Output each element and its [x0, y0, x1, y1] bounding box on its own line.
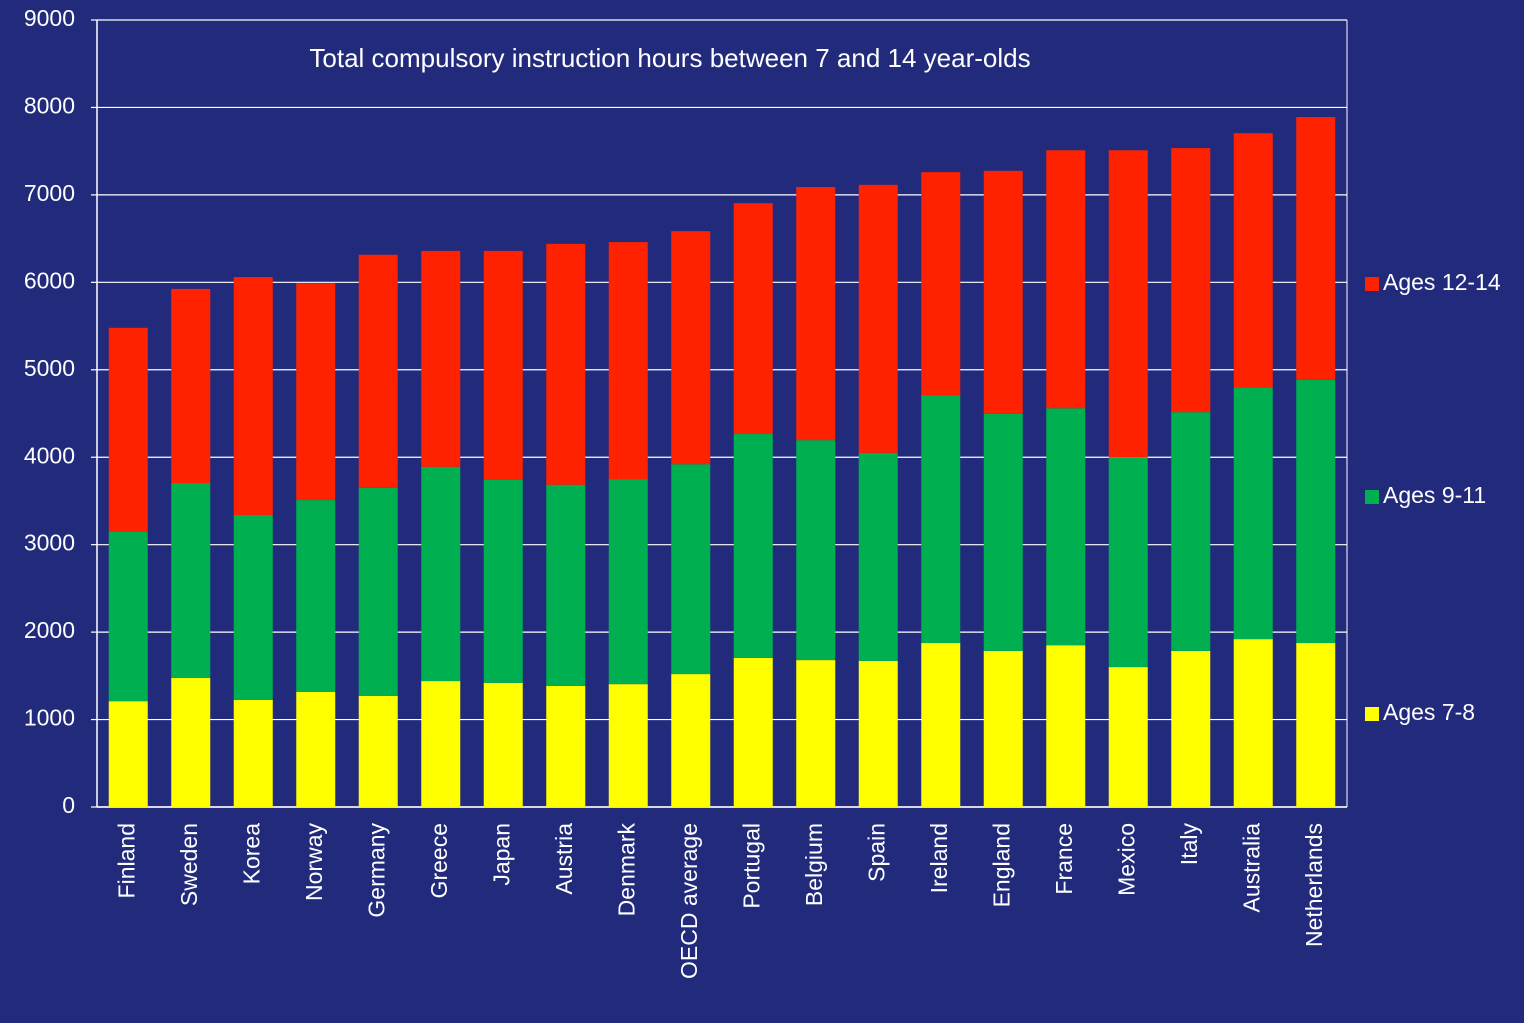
x-tick-label: Portugal	[738, 823, 764, 909]
x-tick-label: Sweden	[176, 823, 202, 906]
x-tick-label: Denmark	[613, 823, 639, 917]
bar-segment	[671, 674, 711, 807]
bar-segment	[108, 327, 148, 532]
bar-segment	[358, 254, 398, 488]
bar-segment	[671, 464, 711, 675]
y-tick-label: 8000	[24, 93, 75, 119]
bar-segment	[608, 479, 648, 685]
bar-segment	[546, 243, 586, 485]
x-tick-label: Italy	[1176, 823, 1202, 866]
legend-label: Ages 7-8	[1383, 699, 1475, 725]
bar-segment	[421, 681, 461, 807]
bar-segment	[1233, 639, 1273, 807]
x-tick-label: Australia	[1238, 823, 1264, 913]
bar-segment	[1171, 412, 1211, 651]
x-tick-label: Mexico	[1113, 823, 1139, 896]
bar-segment	[546, 484, 586, 686]
legend-swatch	[1365, 707, 1379, 721]
bar-segment	[171, 483, 211, 679]
y-tick-label: 1000	[24, 705, 75, 731]
legend-swatch	[1365, 490, 1379, 504]
bar-segment	[546, 685, 586, 807]
bar-segment	[858, 452, 898, 661]
x-tick-label: France	[1051, 823, 1077, 895]
bar-segment	[921, 643, 961, 807]
x-tick-label: Germany	[363, 823, 389, 918]
bar-segment	[983, 413, 1023, 651]
y-tick-label: 5000	[24, 355, 75, 381]
legend-swatch	[1365, 277, 1379, 291]
bar-segment	[858, 184, 898, 453]
bar-segment	[1171, 650, 1211, 807]
x-tick-label: England	[988, 823, 1014, 907]
bar-segment	[233, 277, 273, 515]
x-tick-label: Norway	[301, 823, 327, 901]
bar-segment	[358, 487, 398, 696]
bar-segment	[983, 170, 1023, 414]
x-tick-label: Japan	[488, 823, 514, 886]
bar-segment	[921, 395, 961, 644]
chart-title: Total compulsory instruction hours betwe…	[309, 43, 1030, 73]
bar-segment	[108, 531, 148, 702]
bar-segment	[296, 692, 336, 807]
bar-segment	[858, 660, 898, 807]
bar-segment	[296, 283, 336, 501]
bar-segment	[733, 203, 773, 435]
y-tick-label: 0	[62, 792, 75, 818]
x-tick-label: Korea	[238, 823, 264, 885]
bar-segment	[1046, 408, 1086, 646]
x-tick-label: Ireland	[926, 823, 952, 893]
bar-segment	[483, 682, 523, 807]
x-tick-label: Belgium	[801, 823, 827, 906]
y-tick-label: 2000	[24, 617, 75, 643]
bar-segment	[1233, 387, 1273, 640]
bar-segment	[733, 434, 773, 658]
y-tick-label: 9000	[24, 5, 75, 31]
bar-segment	[796, 660, 836, 807]
x-tick-label: Finland	[113, 823, 139, 898]
bar-segment	[483, 250, 523, 480]
bar-segment	[1296, 379, 1336, 644]
x-tick-label: Austria	[551, 823, 577, 895]
bar-segment	[358, 695, 398, 807]
bar-segment	[1046, 645, 1086, 807]
bar-segment	[1108, 457, 1148, 668]
bar-segment	[671, 231, 711, 465]
bar-segment	[1296, 117, 1336, 380]
bar-segment	[608, 242, 648, 480]
x-tick-label: Greece	[426, 823, 452, 898]
bar-segment	[733, 657, 773, 807]
bar-segment	[796, 440, 836, 661]
bar-segment	[1171, 148, 1211, 413]
bar-segment	[1233, 133, 1273, 388]
x-tick-label: Spain	[863, 823, 889, 882]
bar-segment	[921, 172, 961, 396]
bar-segment	[983, 650, 1023, 807]
bar-segment	[421, 250, 461, 467]
bar-segment	[483, 479, 523, 683]
y-tick-label: 6000	[24, 267, 75, 293]
x-tick-label: Netherlands	[1301, 823, 1327, 947]
bar-segment	[296, 500, 336, 693]
y-tick-label: 3000	[24, 530, 75, 556]
x-tick-label: OECD average	[676, 823, 702, 979]
legend-label: Ages 9-11	[1383, 482, 1486, 508]
bar-segment	[108, 701, 148, 807]
bar-segment	[421, 466, 461, 682]
bar-segment	[608, 684, 648, 807]
bar-segment	[171, 288, 211, 484]
bar-segment	[1046, 150, 1086, 409]
y-tick-label: 4000	[24, 442, 75, 468]
bar-segment	[171, 678, 211, 807]
bar-segment	[233, 699, 273, 807]
y-tick-label: 7000	[24, 180, 75, 206]
bar-segment	[796, 187, 836, 441]
bar-segment	[1108, 667, 1148, 807]
legend-label: Ages 12-14	[1383, 269, 1501, 295]
bar-segment	[1296, 643, 1336, 807]
bar-segment	[233, 514, 273, 700]
bar-segment	[1108, 150, 1148, 458]
